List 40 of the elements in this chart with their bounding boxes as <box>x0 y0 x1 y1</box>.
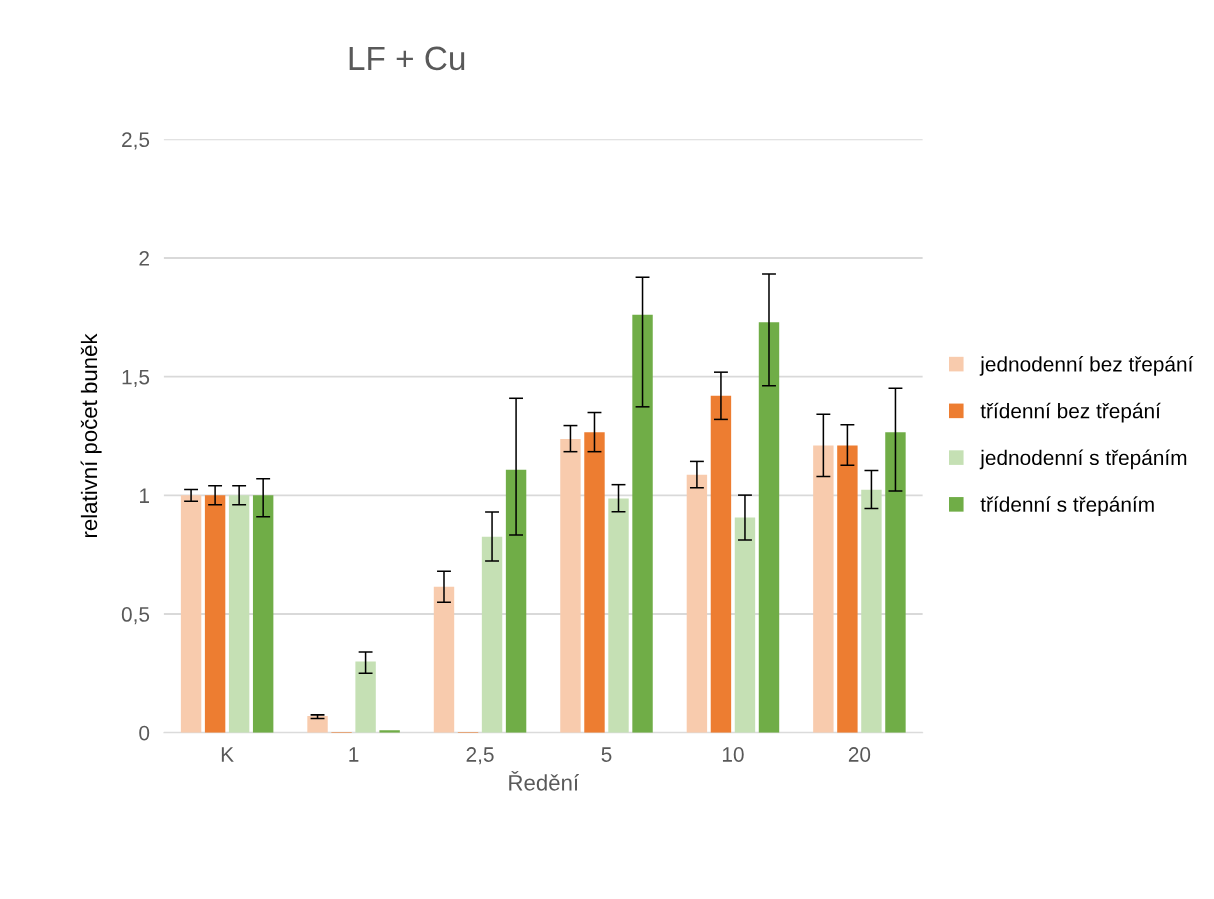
y-tick-label: 2,5 <box>122 132 150 150</box>
y-tick-label: 1,5 <box>122 369 150 387</box>
bar <box>481 536 503 733</box>
bar <box>180 495 202 733</box>
bar <box>885 432 906 733</box>
bar <box>307 716 328 733</box>
bar <box>734 517 756 733</box>
x-tick-label: 1 <box>349 747 359 762</box>
bar <box>355 661 376 733</box>
legend-label: jednodenní bez třepání <box>979 356 1194 376</box>
x-tick-label: 5 <box>601 747 612 762</box>
y-axis-title: relativní počet buněk <box>80 333 102 538</box>
bar <box>505 469 527 733</box>
bar <box>632 314 653 733</box>
y-tick-label: 2 <box>139 251 149 266</box>
bar <box>837 445 858 733</box>
bar <box>608 498 629 733</box>
bar <box>758 322 780 733</box>
y-tick-label: 0,5 <box>121 607 150 625</box>
legend-label: třídenní s třepáním <box>980 496 1154 516</box>
bar <box>204 495 226 733</box>
x-tick-label: 10 <box>722 747 744 762</box>
x-tick-label: K <box>221 747 234 762</box>
bar <box>686 474 708 733</box>
y-tick-label: 0 <box>139 725 150 741</box>
bar <box>433 586 455 733</box>
bar <box>228 495 250 733</box>
legend-label: třídenní bez třepání <box>980 402 1161 423</box>
x-axis-title: Ředění <box>509 771 579 791</box>
x-tick-label: 2,5 <box>466 747 494 765</box>
legend-label: jednodenní s třepáním <box>979 449 1187 470</box>
chart-title: LF + Cu <box>349 46 465 71</box>
x-tick-label: 20 <box>848 747 871 762</box>
bar <box>861 489 882 733</box>
bar <box>710 395 732 733</box>
y-tick-label: 1 <box>140 488 149 503</box>
bar <box>252 495 274 733</box>
bar <box>560 439 581 733</box>
bar <box>813 445 834 733</box>
bar <box>584 432 605 733</box>
